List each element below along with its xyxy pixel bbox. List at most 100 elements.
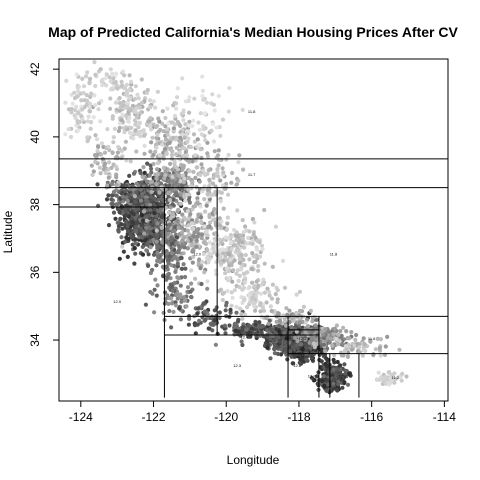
data-point (190, 248, 195, 253)
data-point (332, 326, 337, 331)
data-point (196, 191, 201, 196)
data-point (86, 114, 91, 119)
data-point (170, 211, 176, 217)
data-point (212, 318, 217, 323)
data-point (198, 266, 203, 271)
data-point (171, 135, 176, 140)
data-point (147, 98, 153, 103)
data-point (160, 213, 165, 218)
data-point (241, 271, 246, 276)
data-point (266, 321, 271, 326)
data-point (115, 86, 120, 91)
data-point (201, 252, 206, 257)
data-point (267, 318, 272, 323)
data-point (182, 176, 187, 181)
data-point (239, 328, 244, 333)
data-point (192, 323, 198, 328)
data-point (165, 106, 170, 111)
data-point (283, 323, 289, 328)
data-point (356, 345, 362, 350)
data-point (187, 119, 192, 124)
data-point (116, 128, 121, 134)
data-point (88, 126, 93, 131)
data-point (151, 161, 156, 167)
data-point (183, 198, 188, 203)
data-point (74, 104, 79, 109)
data-point (180, 167, 185, 172)
data-point (132, 199, 137, 204)
data-point (222, 323, 227, 328)
data-point (139, 77, 144, 82)
data-point (270, 264, 275, 269)
data-point (176, 276, 181, 281)
data-point (117, 256, 122, 261)
data-point (155, 221, 160, 226)
data-point (155, 161, 161, 166)
data-point (230, 170, 235, 176)
data-point (121, 125, 126, 131)
data-point (125, 100, 130, 106)
data-point (172, 280, 177, 286)
data-point (142, 143, 147, 148)
data-point (109, 182, 115, 187)
data-point (147, 173, 152, 178)
data-point (175, 261, 180, 266)
data-point (161, 310, 166, 315)
data-point (144, 248, 149, 253)
data-point (145, 87, 150, 93)
data-point (152, 287, 157, 292)
data-point (323, 349, 328, 354)
data-point (140, 244, 145, 249)
data-point (224, 157, 229, 162)
data-point (171, 179, 176, 184)
data-point (134, 149, 139, 154)
data-point (154, 182, 159, 187)
y-tick-label: 40 (28, 130, 42, 144)
data-point (120, 191, 125, 196)
data-point (287, 308, 292, 313)
data-point (183, 217, 188, 222)
data-point (133, 224, 138, 230)
data-point (181, 118, 186, 123)
data-point (169, 251, 175, 256)
data-point (142, 170, 147, 175)
data-point (163, 137, 168, 142)
data-point (146, 252, 151, 257)
data-point (265, 286, 270, 291)
data-point (91, 115, 96, 120)
data-point (118, 105, 123, 110)
data-point (165, 132, 170, 137)
data-point (196, 212, 201, 217)
data-point (349, 347, 354, 352)
data-point (148, 235, 153, 240)
data-point (93, 72, 98, 77)
data-point (159, 240, 165, 245)
data-point (96, 144, 101, 149)
data-point (206, 260, 211, 265)
data-point (201, 301, 206, 306)
data-point (161, 165, 166, 170)
data-point (211, 175, 216, 180)
data-point (252, 284, 257, 289)
data-point (197, 179, 202, 184)
data-point (251, 300, 256, 305)
data-point (137, 231, 142, 236)
data-point (258, 324, 264, 330)
data-point (185, 238, 190, 244)
data-point (269, 328, 274, 333)
data-point (227, 323, 232, 328)
data-point (209, 101, 214, 106)
data-point (155, 250, 160, 255)
data-point (203, 138, 208, 143)
data-point (145, 161, 150, 166)
data-point (109, 86, 114, 91)
data-point (228, 240, 234, 245)
data-point (128, 96, 133, 101)
data-point (262, 290, 267, 295)
data-point (199, 215, 204, 220)
data-point (241, 230, 246, 235)
data-point (234, 237, 239, 242)
data-point (209, 192, 214, 197)
data-point (137, 121, 142, 126)
data-point (204, 100, 209, 105)
